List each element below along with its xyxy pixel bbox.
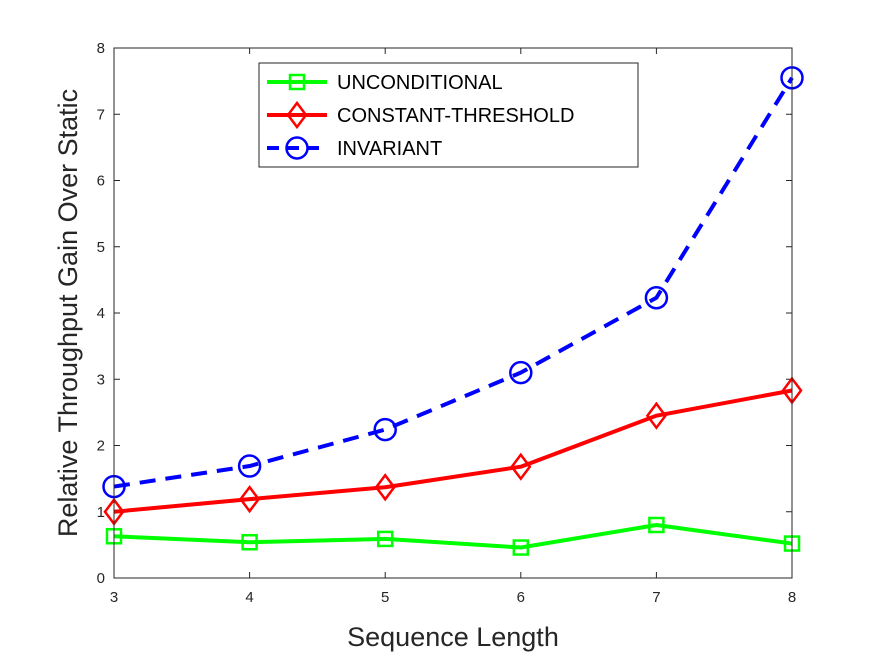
y-tick-label: 6 xyxy=(97,173,105,190)
data-point-diamond xyxy=(645,401,667,430)
y-tick-label: 4 xyxy=(97,305,105,322)
data-point-diamond xyxy=(239,485,261,514)
data-point-circle xyxy=(373,417,397,442)
axes-box xyxy=(113,47,793,579)
data-point-square xyxy=(241,533,258,551)
data-point-square xyxy=(512,539,530,556)
x-tick-label: 3 xyxy=(110,589,118,606)
data-point-circle xyxy=(644,286,669,310)
x-tick-label: 7 xyxy=(652,589,660,606)
data-point-square xyxy=(648,516,665,534)
data-point-diamond xyxy=(374,473,396,502)
series-line xyxy=(113,388,793,514)
series-invariant xyxy=(102,66,804,499)
series-line xyxy=(113,76,794,489)
y-tick-label: 5 xyxy=(97,239,105,256)
legend-marker-diamond xyxy=(286,100,308,130)
x-tick-label: 4 xyxy=(245,589,253,606)
legend-item: UNCONDITIONAL xyxy=(267,72,503,94)
y-tick-label: 3 xyxy=(97,371,105,388)
legend-item: INVARIANT xyxy=(267,136,442,160)
y-tick-label: 7 xyxy=(97,106,105,123)
data-point-diamond xyxy=(510,452,532,481)
x-axis-label: Sequence Length xyxy=(347,622,559,652)
y-tick-label: 8 xyxy=(97,40,105,57)
series-line xyxy=(113,523,793,550)
y-axis-label: Relative Throughput Gain Over Static xyxy=(53,89,83,537)
data-point-circle xyxy=(237,454,262,478)
legend-item: CONSTANT-THRESHOLD xyxy=(267,100,574,130)
data-point-circle xyxy=(509,360,533,385)
legend: UNCONDITIONAL CONSTANT-THRESHOLD INVARIANT xyxy=(258,62,639,168)
y-tick-label: 1 xyxy=(97,504,105,521)
legend-label: INVARIANT xyxy=(337,138,442,160)
data-series xyxy=(102,66,804,556)
legend-marker-square xyxy=(288,73,306,91)
x-tick-label: 6 xyxy=(517,589,525,606)
y-tick-label: 0 xyxy=(97,570,105,587)
x-tick-label: 5 xyxy=(381,589,389,606)
legend-marker-circle xyxy=(285,136,309,160)
x-tick-label: 8 xyxy=(788,589,796,606)
y-tick-label: 2 xyxy=(97,438,105,455)
legend-label: CONSTANT-THRESHOLD xyxy=(337,105,574,127)
legend-label: UNCONDITIONAL xyxy=(337,72,503,94)
data-point-square xyxy=(376,530,394,548)
